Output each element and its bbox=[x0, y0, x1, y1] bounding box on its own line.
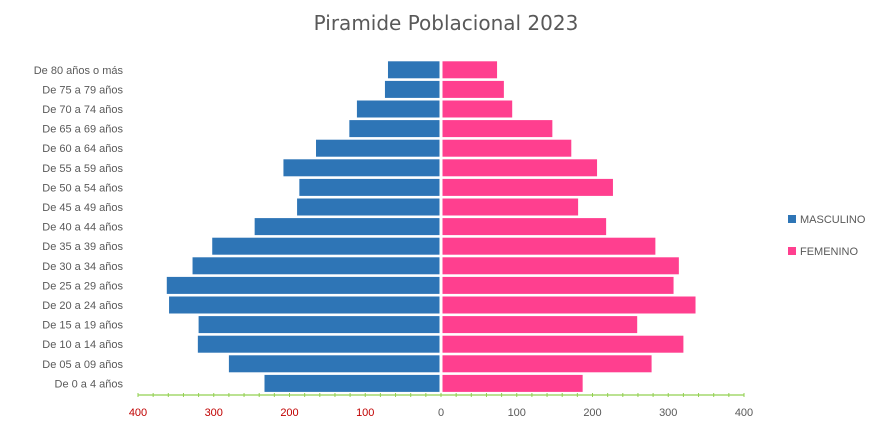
bar-femenino-2 bbox=[442, 335, 684, 353]
x-tick-label: 400 bbox=[129, 407, 147, 419]
category-label: De 60 a 64 años bbox=[42, 143, 123, 155]
bar-femenino-3 bbox=[442, 316, 638, 334]
category-label: De 45 a 49 años bbox=[42, 202, 123, 214]
bar-femenino-13 bbox=[442, 120, 553, 138]
bar-femenino-15 bbox=[442, 80, 504, 98]
x-tick-label: 200 bbox=[280, 407, 298, 419]
bar-femenino-5 bbox=[442, 276, 674, 294]
category-label: De 80 años o más bbox=[34, 65, 124, 77]
bar-femenino-12 bbox=[442, 139, 572, 157]
category-label: De 25 a 29 años bbox=[42, 280, 123, 292]
bar-masculino-13 bbox=[349, 120, 440, 138]
bar-masculino-5 bbox=[166, 276, 440, 294]
bar-masculino-11 bbox=[283, 159, 440, 177]
bar-masculino-9 bbox=[297, 198, 440, 216]
category-label: De 40 a 44 años bbox=[42, 222, 123, 234]
bar-masculino-6 bbox=[192, 257, 440, 275]
bar-masculino-1 bbox=[228, 355, 440, 373]
legend-swatch-femenino bbox=[788, 247, 796, 255]
bar-femenino-9 bbox=[442, 198, 579, 216]
bar-femenino-14 bbox=[442, 100, 513, 118]
bar-femenino-0 bbox=[442, 374, 583, 392]
bar-femenino-1 bbox=[442, 355, 652, 373]
category-label: De 10 a 14 años bbox=[42, 339, 123, 351]
bar-masculino-0 bbox=[264, 374, 440, 392]
legend: MASCULINO FEMENINO bbox=[788, 214, 866, 258]
category-label: De 05 a 09 años bbox=[42, 359, 123, 371]
bar-masculino-15 bbox=[384, 80, 440, 98]
chart-title: Piramide Poblacional 2023 bbox=[314, 11, 579, 35]
legend-label-femenino: FEMENINO bbox=[800, 246, 859, 258]
bars-group bbox=[166, 61, 696, 392]
category-label: De 70 a 74 años bbox=[42, 104, 123, 116]
bar-femenino-6 bbox=[442, 257, 679, 275]
bar-femenino-16 bbox=[442, 61, 498, 79]
x-tick-label: 200 bbox=[583, 407, 601, 419]
x-tick-label: 100 bbox=[508, 407, 526, 419]
category-label: De 15 a 19 años bbox=[42, 320, 123, 332]
bar-femenino-7 bbox=[442, 237, 656, 255]
bar-femenino-10 bbox=[442, 178, 613, 196]
x-tick-label: 100 bbox=[356, 407, 374, 419]
bar-masculino-10 bbox=[299, 178, 440, 196]
bar-masculino-4 bbox=[169, 296, 440, 314]
legend-swatch-masculino bbox=[788, 215, 796, 223]
category-label: De 0 a 4 años bbox=[55, 378, 124, 390]
bar-masculino-3 bbox=[198, 316, 440, 334]
bar-masculino-14 bbox=[356, 100, 440, 118]
category-label: De 75 a 79 años bbox=[42, 84, 123, 96]
category-label: De 50 a 54 años bbox=[42, 182, 123, 194]
category-labels: De 0 a 4 años De 05 a 09 años De 10 a 14 a… bbox=[34, 65, 124, 391]
bar-masculino-16 bbox=[387, 61, 440, 79]
x-tick-label: 300 bbox=[205, 407, 223, 419]
category-label: De 20 a 24 años bbox=[42, 300, 123, 312]
bar-femenino-8 bbox=[442, 218, 607, 236]
category-label: De 35 a 39 años bbox=[42, 241, 123, 253]
category-label: De 55 a 59 años bbox=[42, 163, 123, 175]
x-axis: 400 300 200 100 0 100 200 300 400 bbox=[129, 393, 753, 419]
bar-masculino-8 bbox=[254, 218, 440, 236]
bar-femenino-11 bbox=[442, 159, 598, 177]
bar-masculino-12 bbox=[316, 139, 440, 157]
bar-masculino-7 bbox=[212, 237, 440, 255]
bar-femenino-4 bbox=[442, 296, 696, 314]
x-tick-label: 400 bbox=[735, 407, 753, 419]
x-tick-label: 0 bbox=[438, 407, 444, 419]
x-tick-label: 300 bbox=[659, 407, 677, 419]
category-label: De 65 a 69 años bbox=[42, 124, 123, 136]
bar-masculino-2 bbox=[197, 335, 440, 353]
legend-label-masculino: MASCULINO bbox=[800, 214, 866, 226]
category-label: De 30 a 34 años bbox=[42, 261, 123, 273]
